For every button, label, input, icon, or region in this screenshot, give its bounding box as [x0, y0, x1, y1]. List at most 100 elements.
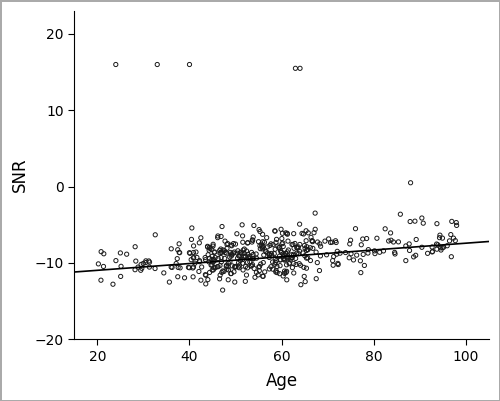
Point [196, 257, 203, 264]
Point [209, 241, 217, 247]
Point [279, 243, 287, 250]
Point [244, 240, 252, 246]
Point [270, 250, 278, 257]
Point [202, 271, 209, 278]
Point [252, 269, 260, 275]
Point [278, 241, 286, 247]
Point [272, 269, 280, 275]
Point [276, 263, 284, 269]
Point [433, 221, 441, 227]
Point [259, 273, 267, 279]
Point [226, 259, 234, 265]
Point [255, 264, 263, 270]
Point [281, 257, 289, 263]
Point [284, 247, 292, 253]
Point [308, 238, 316, 244]
Point [218, 223, 226, 230]
Point [167, 245, 175, 252]
Point [244, 265, 252, 271]
Point [242, 253, 250, 259]
Point [223, 266, 231, 273]
Point [172, 260, 180, 267]
Point [296, 221, 304, 227]
Point [236, 257, 244, 264]
Point [168, 264, 176, 271]
Point [276, 244, 283, 251]
Point [248, 261, 256, 268]
Point [226, 254, 234, 260]
Point [334, 248, 342, 255]
Point [394, 239, 402, 245]
Point [306, 245, 314, 251]
Point [332, 239, 340, 246]
Point [290, 270, 298, 276]
Point [236, 250, 244, 256]
Point [277, 226, 285, 233]
Point [428, 249, 436, 255]
Point [264, 243, 272, 250]
Point [234, 247, 242, 254]
Point [218, 269, 226, 275]
Point [188, 236, 196, 243]
Point [196, 240, 203, 246]
Point [208, 253, 216, 259]
Point [205, 259, 213, 265]
Point [252, 251, 260, 257]
Point [207, 262, 215, 268]
Point [272, 239, 280, 245]
Point [276, 257, 284, 263]
Point [210, 256, 218, 263]
Point [237, 249, 245, 255]
Point [234, 250, 241, 256]
Point [278, 230, 286, 237]
Point [190, 249, 198, 256]
Point [280, 255, 288, 262]
Point [153, 61, 161, 68]
Point [224, 260, 232, 266]
Point [316, 241, 324, 247]
Point [242, 263, 250, 270]
Point [290, 231, 298, 237]
Point [248, 237, 256, 243]
Point [228, 253, 235, 259]
Point [316, 253, 324, 259]
Point [202, 281, 210, 287]
Point [345, 255, 353, 261]
Point [258, 239, 266, 245]
Point [288, 264, 296, 271]
Point [224, 240, 232, 247]
Point [324, 236, 332, 242]
Point [304, 246, 312, 253]
Point [221, 249, 229, 256]
Point [282, 230, 290, 236]
Point [269, 241, 277, 248]
Point [131, 267, 139, 273]
Point [268, 250, 276, 257]
Point [228, 263, 236, 269]
Point [300, 264, 308, 271]
Point [228, 243, 235, 249]
Point [418, 244, 426, 251]
Point [301, 278, 309, 285]
Point [210, 265, 218, 271]
Point [196, 259, 203, 265]
Point [188, 225, 196, 231]
Point [266, 251, 274, 257]
Point [292, 261, 300, 268]
Point [268, 252, 276, 259]
Point [326, 239, 334, 246]
Point [242, 272, 250, 278]
Point [249, 234, 257, 240]
Point [197, 277, 205, 284]
Point [220, 255, 228, 261]
Point [224, 277, 232, 283]
Point [437, 247, 445, 253]
Point [214, 233, 222, 239]
Point [146, 259, 154, 265]
Point [271, 261, 279, 267]
Point [296, 262, 304, 269]
Point [151, 265, 159, 272]
Point [142, 259, 150, 266]
Point [256, 229, 264, 235]
Point [302, 255, 310, 261]
